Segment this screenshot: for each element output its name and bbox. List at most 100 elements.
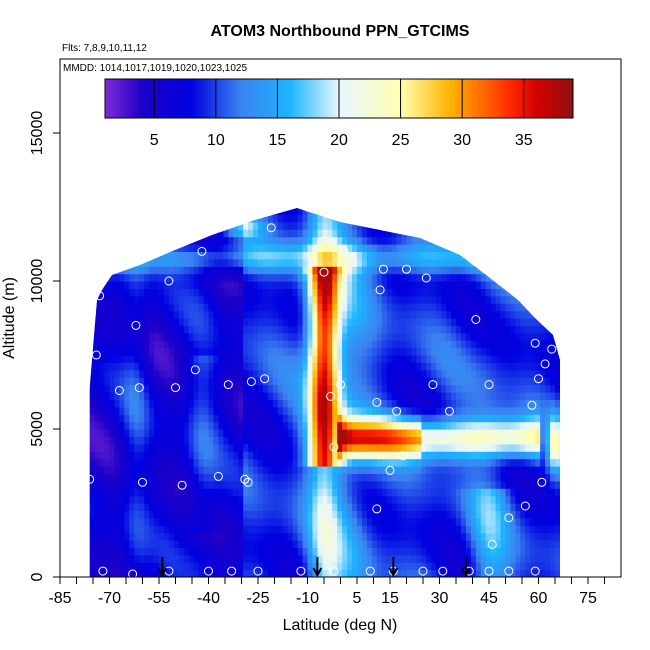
heatmap-cell xyxy=(317,510,323,519)
heatmap-cell xyxy=(104,488,111,497)
heatmap-cell xyxy=(485,473,492,482)
heatmap-cell xyxy=(485,495,492,504)
heatmap-cell xyxy=(144,347,150,356)
heatmap-cell xyxy=(213,414,219,423)
heatmap-cell xyxy=(555,414,560,423)
heatmap-cell xyxy=(347,310,353,319)
heatmap-cell xyxy=(347,251,353,260)
heatmap-cell xyxy=(173,406,180,415)
heatmap-cell xyxy=(154,473,160,482)
heatmap-cell xyxy=(277,525,284,534)
heatmap-cell xyxy=(99,443,106,452)
heatmap-cell xyxy=(327,318,333,326)
heatmap-cell xyxy=(381,554,388,563)
heatmap-cell xyxy=(173,532,180,541)
heatmap-cell xyxy=(441,377,447,386)
heatmap-cell xyxy=(312,414,318,423)
heatmap-cell xyxy=(411,251,417,260)
heatmap-cell xyxy=(302,562,309,571)
heatmap-cell xyxy=(465,377,472,386)
heatmap-cell xyxy=(223,406,229,415)
heatmap-cell xyxy=(505,295,512,304)
heatmap-cell xyxy=(173,466,180,474)
heatmap-cell xyxy=(480,288,487,297)
heatmap-cell xyxy=(456,251,462,260)
heatmap-cell xyxy=(401,495,408,504)
plot-area xyxy=(59,58,622,578)
heatmap-cell xyxy=(287,340,294,349)
heatmap-cell xyxy=(396,421,403,430)
heatmap-cell xyxy=(149,562,155,571)
heatmap-cell xyxy=(307,377,314,386)
heatmap-cell xyxy=(228,510,234,519)
heatmap-cell xyxy=(357,495,363,504)
heatmap-cell xyxy=(520,466,526,474)
heatmap-cell xyxy=(233,503,239,511)
heatmap-cell xyxy=(357,258,363,267)
heatmap-cell xyxy=(431,503,437,511)
heatmap-cell xyxy=(411,451,417,460)
heatmap-cell xyxy=(366,451,373,460)
heatmap-cell xyxy=(406,362,413,371)
heatmap-cell xyxy=(149,525,155,534)
heatmap-cell xyxy=(104,310,111,319)
heatmap-cell xyxy=(456,266,462,275)
heatmap-cell xyxy=(124,273,130,282)
heatmap-cell xyxy=(178,244,185,252)
heatmap-cell xyxy=(307,325,314,334)
heatmap-cell xyxy=(99,517,106,526)
heatmap-cell xyxy=(480,303,487,312)
heatmap-cell xyxy=(406,414,413,423)
heatmap-cell xyxy=(322,273,328,282)
heatmap-cell xyxy=(505,510,512,519)
heatmap-cell xyxy=(451,562,457,571)
heatmap-cell xyxy=(381,443,388,452)
heatmap-cell xyxy=(178,362,185,371)
heatmap-cell xyxy=(376,229,383,238)
heatmap-cell xyxy=(386,295,393,304)
heatmap-cell xyxy=(530,377,536,386)
heatmap-cell xyxy=(357,406,363,415)
heatmap-cell xyxy=(178,369,185,378)
heatmap-cell xyxy=(352,436,358,445)
heatmap-cell xyxy=(114,532,120,541)
heatmap-cell xyxy=(396,532,403,541)
heatmap-cell xyxy=(500,295,507,304)
heatmap-cell xyxy=(391,480,398,489)
heatmap-cell xyxy=(277,554,284,563)
heatmap-cell xyxy=(357,377,363,386)
heatmap-cell xyxy=(386,532,393,541)
heatmap-cell xyxy=(559,554,560,563)
heatmap-cell xyxy=(292,414,299,423)
heatmap-cell xyxy=(233,332,239,341)
heatmap-cell xyxy=(550,517,556,526)
heatmap-cell xyxy=(525,510,531,519)
heatmap-cell xyxy=(223,540,229,548)
heatmap-cell xyxy=(302,421,309,430)
heatmap-cell xyxy=(535,540,541,548)
heatmap-cell xyxy=(139,318,145,326)
heatmap-cell xyxy=(426,258,432,267)
heatmap-cell xyxy=(218,525,224,534)
heatmap-cell xyxy=(233,532,239,541)
heatmap-cell xyxy=(267,525,274,534)
heatmap-cell xyxy=(406,288,413,297)
heatmap-cell xyxy=(337,258,343,267)
heatmap-cell xyxy=(515,540,521,548)
heatmap-cell xyxy=(401,473,408,482)
heatmap-cell xyxy=(262,406,269,415)
heatmap-cell xyxy=(421,310,427,319)
heatmap-cell xyxy=(149,355,155,363)
heatmap-cell xyxy=(228,429,234,437)
heatmap-cell xyxy=(495,414,502,423)
heatmap-cell xyxy=(297,208,304,215)
heatmap-cell xyxy=(545,429,551,437)
heatmap-cell xyxy=(173,258,180,267)
heatmap-cell xyxy=(357,288,363,297)
heatmap-cell xyxy=(371,406,378,415)
heatmap-cell xyxy=(451,480,457,489)
heatmap-cell xyxy=(213,547,219,556)
heatmap-cell xyxy=(149,451,155,460)
heatmap-cell xyxy=(411,466,417,474)
heatmap-cell xyxy=(193,347,200,356)
